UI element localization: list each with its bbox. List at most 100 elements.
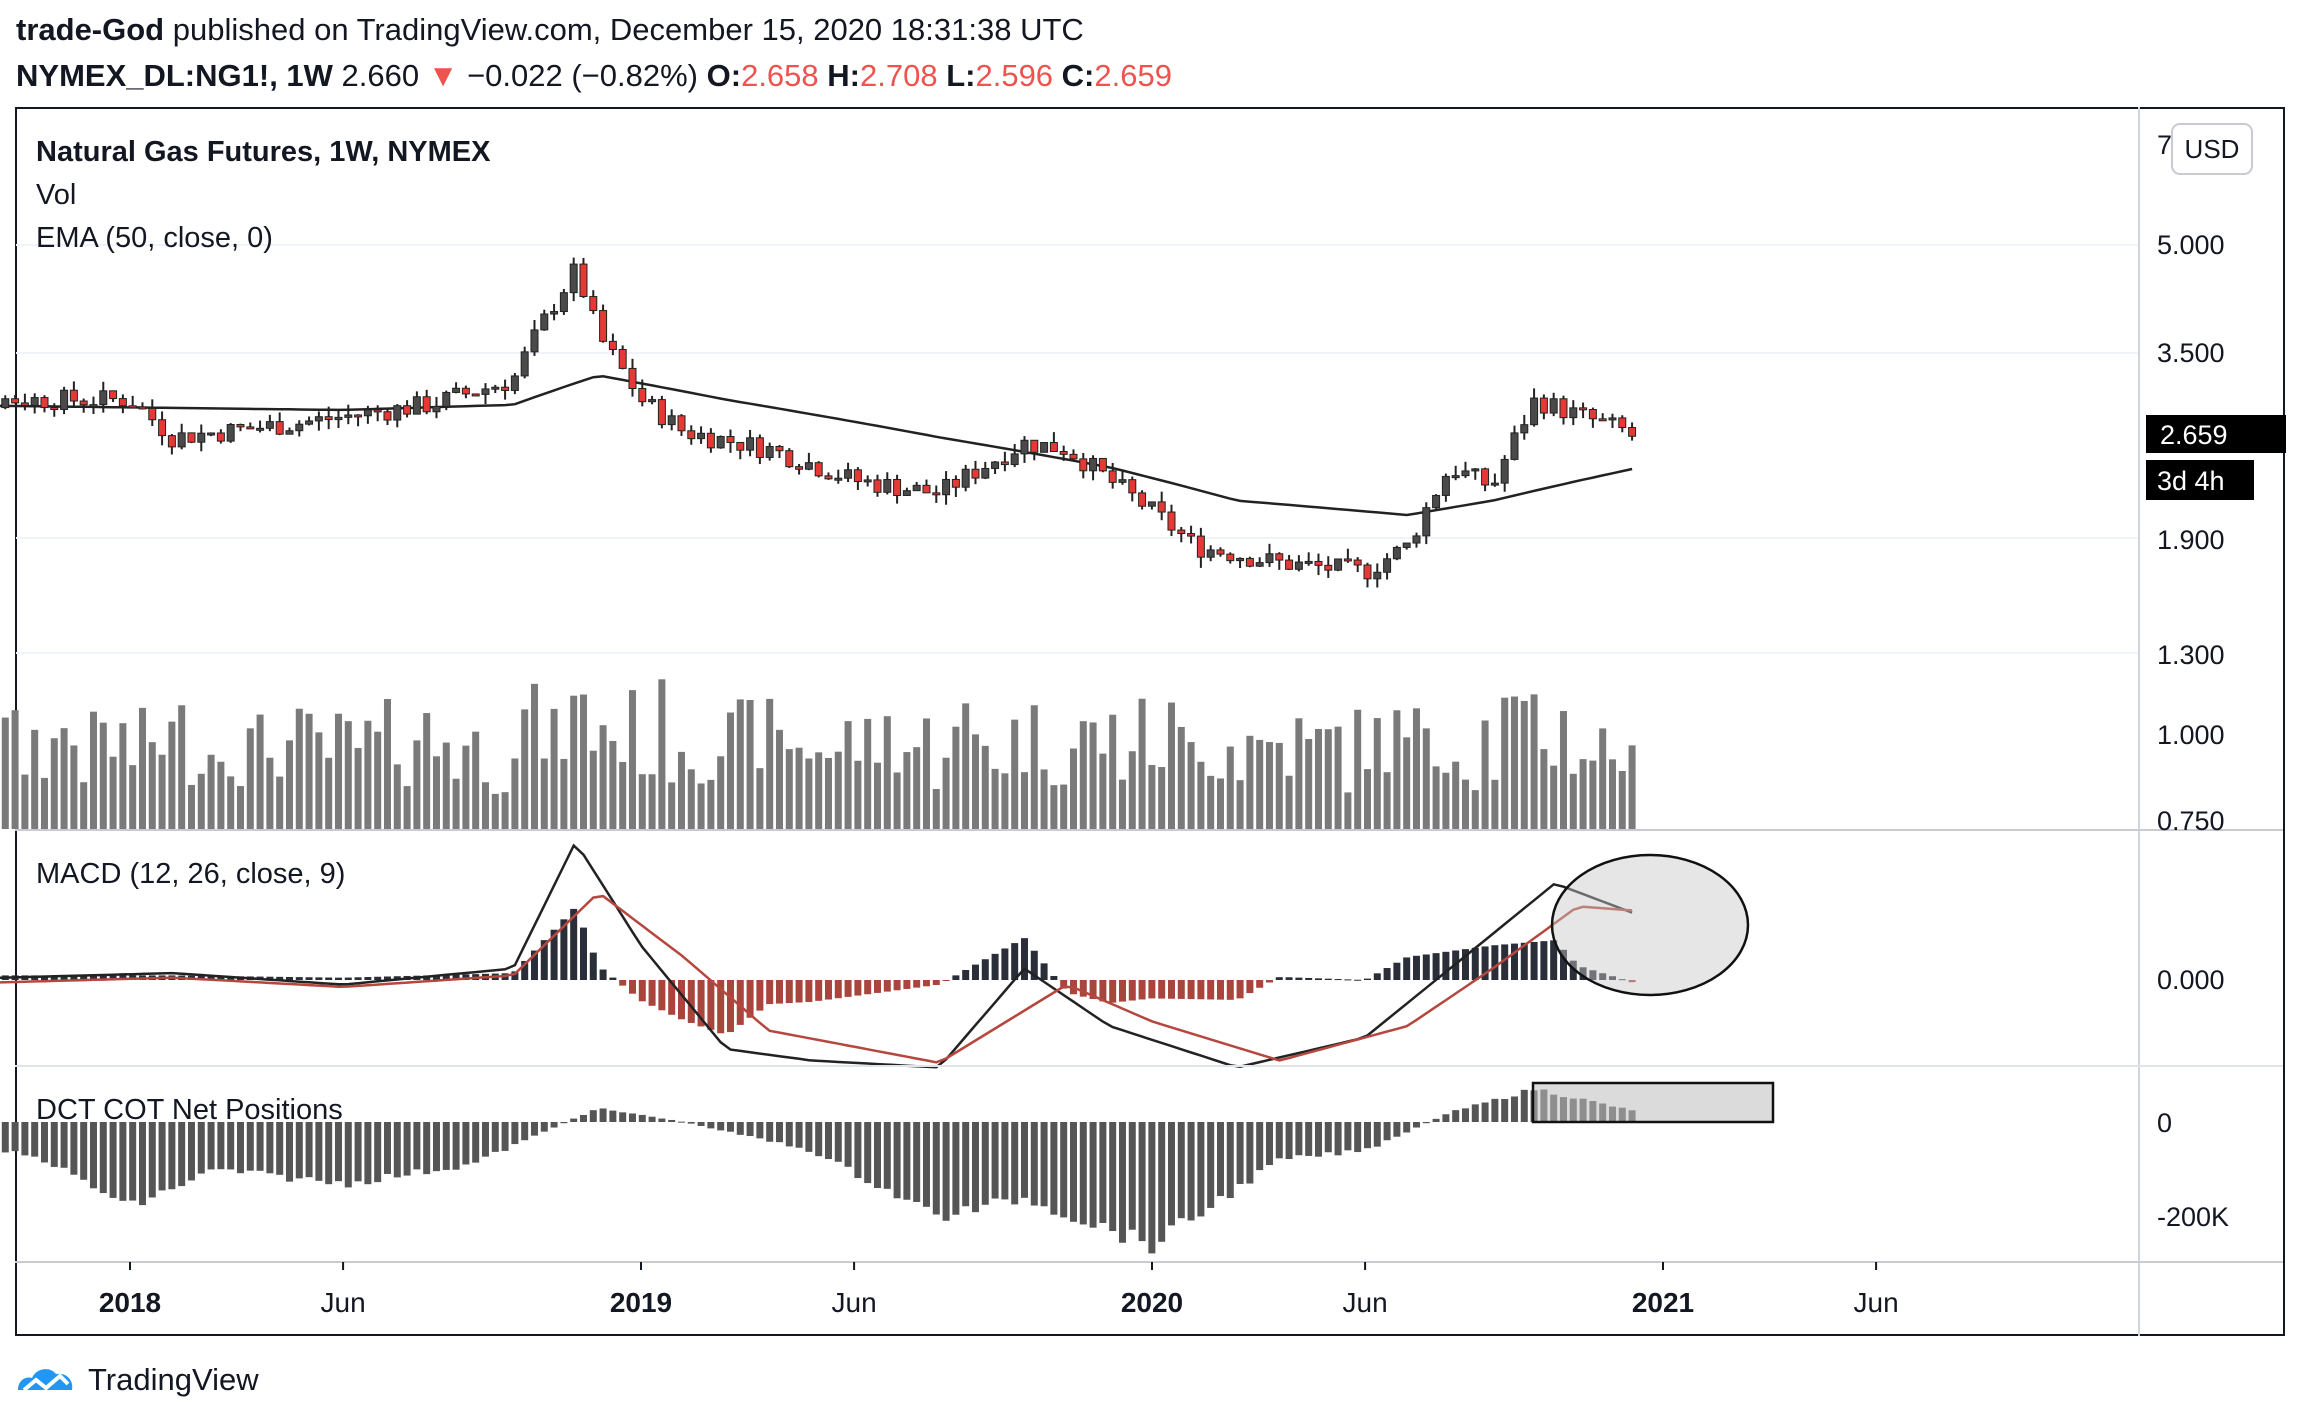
cot-bar (1138, 1122, 1146, 1242)
macd-histogram-bar (805, 980, 813, 1002)
macd-histogram-bar (1314, 978, 1322, 980)
volume-bar (462, 745, 470, 829)
candle-body (452, 387, 461, 393)
candle-body (1392, 546, 1401, 560)
candle-body (991, 461, 1000, 469)
cot-bar (854, 1122, 862, 1179)
macd-histogram-bar (658, 980, 666, 1011)
volume-bar (472, 731, 480, 829)
macd-histogram-bar (1442, 951, 1450, 980)
candle-body (697, 432, 706, 440)
candle-body (608, 340, 617, 350)
macd-histogram-bar (932, 980, 940, 985)
volume-bar (1128, 751, 1136, 829)
candle-body (207, 432, 216, 436)
macd-histogram-bar (1530, 941, 1538, 980)
volume-bar (1442, 772, 1450, 829)
candle-body (1049, 442, 1058, 453)
candle-body (559, 292, 568, 313)
macd-histogram-bar (1167, 980, 1175, 999)
candle-body (432, 405, 441, 413)
volume-bar (491, 793, 499, 829)
volume-bar (236, 786, 244, 829)
volume-bar (1579, 759, 1587, 829)
macd-histogram-bar (325, 977, 333, 980)
cot-bar (295, 1122, 303, 1179)
author-name[interactable]: trade-God (16, 12, 165, 47)
candle-body (177, 432, 186, 448)
candle-body (99, 390, 108, 406)
candle-body (11, 398, 20, 404)
cot-bar (1109, 1122, 1117, 1232)
brand-name[interactable]: TradingView (88, 1362, 259, 1397)
candle-body (167, 435, 176, 448)
macd-histogram-bar (1256, 980, 1264, 988)
ema-line (0, 375, 1633, 517)
volume-bar (89, 711, 97, 829)
macd-histogram-bar (1305, 977, 1313, 980)
volume-bar (413, 740, 421, 829)
macd-histogram-bar (952, 975, 960, 980)
volume-bar (1481, 720, 1489, 829)
candle-body (128, 405, 137, 409)
signal-line (0, 894, 1633, 1064)
candle-body (893, 479, 902, 496)
macd-histogram-bar (971, 964, 979, 980)
cot-bar (1148, 1122, 1156, 1254)
candle-body (20, 402, 29, 406)
volume-bar (648, 774, 656, 829)
cot-bar (1197, 1122, 1205, 1217)
macd-histogram-bar (80, 975, 88, 980)
volume-bar (521, 709, 529, 829)
volume-bar (1001, 773, 1009, 829)
macd-histogram-bar (922, 980, 930, 987)
currency-button[interactable] (2171, 123, 2253, 175)
macd-histogram-bar (736, 980, 744, 1025)
candle-body (412, 396, 421, 415)
cot-bar (697, 1122, 705, 1126)
cot-bar (80, 1122, 88, 1180)
cot-bar (187, 1122, 195, 1181)
macd-histogram-bar (550, 929, 558, 980)
candle-body (589, 296, 598, 312)
cot-bar (1177, 1122, 1185, 1219)
candle-body (1441, 475, 1450, 496)
cot-tick-minus200k: -200K (2157, 1202, 2229, 1232)
price-tick-3500: 3.500 (2157, 338, 2225, 368)
candle-body (1304, 560, 1313, 564)
candle-body (1147, 501, 1156, 507)
macd-histogram-bar (207, 975, 215, 980)
volume-bar (197, 773, 205, 829)
volume-bar (942, 757, 950, 829)
macd-histogram-bar (1285, 977, 1293, 980)
candle-body (324, 416, 333, 421)
macd-histogram-bar (1158, 980, 1166, 999)
cot-bar (1158, 1122, 1166, 1242)
volume-bar (1569, 773, 1577, 829)
macd-histogram-bar (315, 977, 323, 980)
macd-histogram-bar (1569, 960, 1577, 980)
volume-bar (432, 756, 440, 829)
volume-bar (1403, 737, 1411, 829)
cot-bar (922, 1122, 930, 1207)
macd-histogram-bar (815, 980, 823, 1001)
volume-bar (99, 722, 107, 829)
macd-histogram-bar (1471, 947, 1479, 980)
footer: TradingView (14, 1360, 259, 1400)
candle-body (706, 432, 715, 449)
cot-bar (1334, 1122, 1342, 1156)
tradingview-logo-icon[interactable] (14, 1360, 78, 1400)
cot-bar (442, 1122, 450, 1170)
volume-bar (1030, 705, 1038, 829)
candle-body (403, 405, 412, 415)
volume-bar (364, 720, 372, 829)
volume-bar (952, 726, 960, 829)
candle-body (1383, 558, 1392, 573)
cot-bar (736, 1122, 744, 1135)
macd-histogram-bar (305, 977, 313, 980)
volume-bar (922, 718, 930, 829)
volume-bar (560, 758, 568, 829)
macd-histogram-bar (1589, 970, 1597, 980)
time-label: Jun (1854, 1287, 1899, 1318)
